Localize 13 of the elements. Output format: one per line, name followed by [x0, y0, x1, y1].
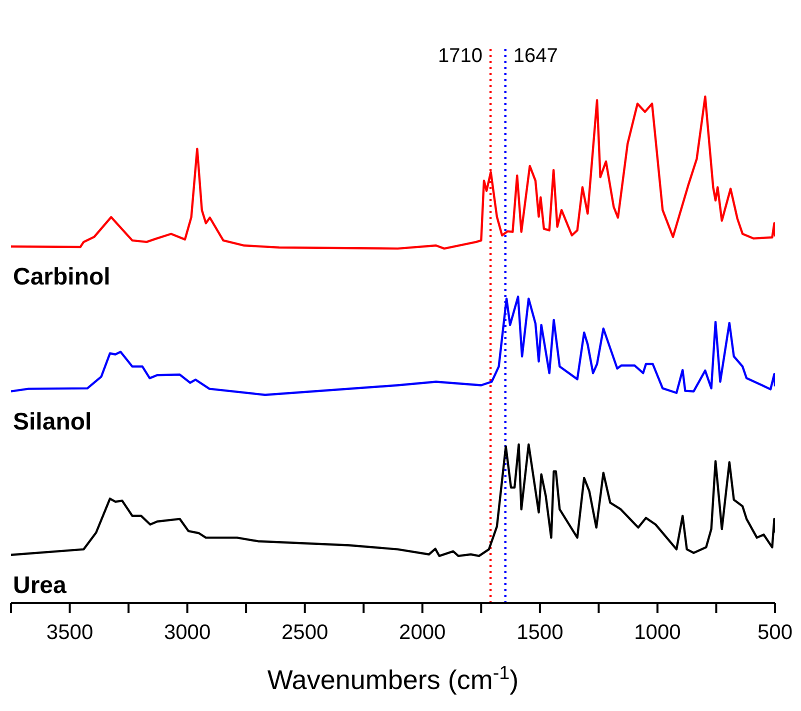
x-tick-label: 1000 [634, 621, 681, 644]
series-label: Silanol [13, 408, 92, 436]
series-label: Carbinol [13, 264, 110, 291]
x-tick-label: 3500 [46, 621, 94, 644]
x-tick-label: 500 [757, 621, 793, 644]
x-tick-label: 2000 [399, 621, 446, 644]
x-tick-label: 1500 [516, 621, 564, 644]
ref-line-label: 1710 [438, 45, 483, 67]
x-axis-title: Wavenumbers (cm$^{-1}$) [267, 662, 519, 695]
ref-line-label: 1647 [513, 45, 558, 67]
series-label: Urea [13, 572, 68, 599]
x-tick-label: 2500 [281, 621, 328, 644]
x-tick-label: 3000 [164, 621, 211, 644]
